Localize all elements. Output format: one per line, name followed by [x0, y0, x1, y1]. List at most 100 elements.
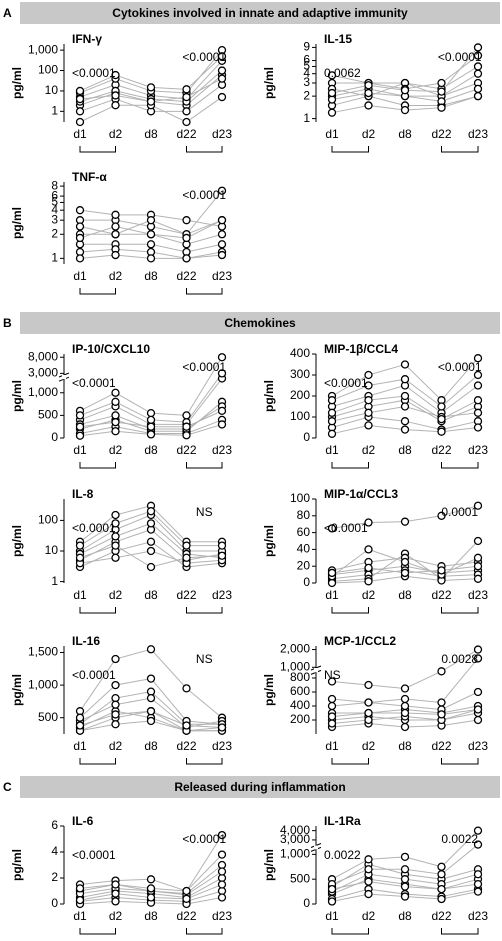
data-point — [327, 897, 337, 906]
data-point — [217, 186, 227, 195]
data-point — [437, 894, 446, 904]
y-tick-label: 0 — [51, 430, 58, 444]
y-tick-label: 40 — [297, 542, 311, 556]
data-point — [437, 870, 446, 879]
data-point — [473, 501, 483, 510]
data-point — [473, 43, 483, 52]
bracket — [441, 146, 479, 153]
data-point — [473, 381, 483, 390]
panel-title: IL-8 — [72, 487, 94, 501]
p-value: <0.0001 — [72, 521, 116, 535]
data-point — [111, 418, 120, 427]
p-value: 0.0001 — [441, 505, 478, 519]
data-point — [217, 369, 227, 378]
y-tick-label: 5 — [51, 195, 58, 209]
y-tick-label: 3,000 — [28, 366, 58, 380]
data-point — [327, 578, 337, 588]
y-tick-label: 1 — [303, 111, 310, 125]
data-point — [473, 654, 483, 663]
data-point — [182, 431, 191, 440]
y-tick-label: 400 — [290, 698, 310, 712]
data-point — [364, 680, 373, 690]
data-point — [146, 884, 156, 893]
data-point — [111, 101, 120, 110]
y-tick-label: 200 — [290, 388, 310, 402]
axis-break-gap — [62, 375, 66, 380]
y-tick-label: 8,000 — [28, 349, 58, 363]
data-point — [473, 553, 483, 562]
data-point — [217, 240, 227, 249]
x-tick-label: d23 — [468, 588, 488, 602]
p-value: <0.0001 — [324, 376, 368, 390]
bracket — [79, 462, 116, 469]
data-point — [146, 693, 156, 703]
data-point — [473, 826, 483, 835]
y-tick-label: 8 — [51, 178, 58, 192]
data-point — [111, 230, 120, 239]
data-point — [364, 408, 373, 417]
x-tick-label: d1 — [325, 588, 339, 602]
x-tick-label: d2 — [109, 739, 123, 753]
p-value: <0.0001 — [182, 50, 226, 64]
data-point — [182, 541, 191, 550]
data-point — [400, 360, 410, 369]
y-tick-label: 4 — [51, 844, 58, 858]
panel-title: IP-10/CXCL10 — [72, 342, 150, 356]
data-point — [473, 879, 483, 889]
y-tick-label: 1 — [51, 574, 58, 588]
y-axis-label: pg/ml — [10, 207, 24, 239]
bracket — [79, 146, 116, 153]
x-tick-label: d22 — [431, 909, 451, 923]
section-letter: B — [3, 316, 12, 330]
data-point — [75, 713, 85, 722]
data-point — [327, 408, 337, 417]
y-tick-label: 2 — [51, 870, 58, 884]
data-point — [146, 430, 156, 439]
data-point — [473, 645, 483, 654]
y-tick-label: 1 — [51, 104, 58, 118]
x-tick-label: d8 — [398, 127, 412, 141]
panel-title: IL-15 — [324, 32, 352, 46]
y-tick-label: 1 — [51, 251, 58, 265]
data-point — [473, 562, 483, 571]
x-tick-label: d23 — [468, 127, 488, 141]
y-tick-label: 5 — [303, 59, 310, 73]
bracket — [79, 288, 116, 295]
x-tick-label: d22 — [176, 588, 196, 602]
data-point — [111, 541, 120, 550]
data-point — [182, 117, 191, 127]
data-point — [217, 723, 227, 732]
data-point — [217, 230, 227, 239]
data-point — [364, 88, 373, 98]
data-point — [400, 694, 410, 704]
data-point — [473, 51, 483, 60]
data-point — [146, 707, 156, 716]
data-point — [327, 712, 337, 721]
bracket — [331, 462, 369, 469]
data-point — [146, 716, 156, 726]
data-point — [111, 889, 120, 898]
section-letter: C — [3, 780, 12, 794]
y-axis-label: pg/ml — [262, 849, 276, 881]
data-point — [327, 701, 337, 711]
data-point — [400, 568, 410, 578]
x-tick-label: d8 — [398, 443, 412, 457]
data-point — [111, 654, 120, 664]
data-point — [75, 233, 85, 243]
data-point — [437, 103, 446, 112]
data-point — [327, 417, 337, 426]
data-point — [400, 865, 410, 874]
data-point — [473, 408, 483, 417]
data-point — [473, 396, 483, 405]
data-point — [146, 562, 156, 572]
bracket — [441, 462, 479, 469]
data-point — [75, 206, 85, 215]
y-tick-label: 400 — [290, 346, 310, 360]
x-tick-label: d1 — [325, 739, 339, 753]
data-point — [111, 210, 120, 219]
x-tick-label: d8 — [144, 739, 158, 753]
x-tick-label: d23 — [212, 909, 232, 923]
data-point — [111, 700, 120, 709]
x-tick-label: d8 — [144, 909, 158, 923]
bracket — [186, 462, 223, 469]
